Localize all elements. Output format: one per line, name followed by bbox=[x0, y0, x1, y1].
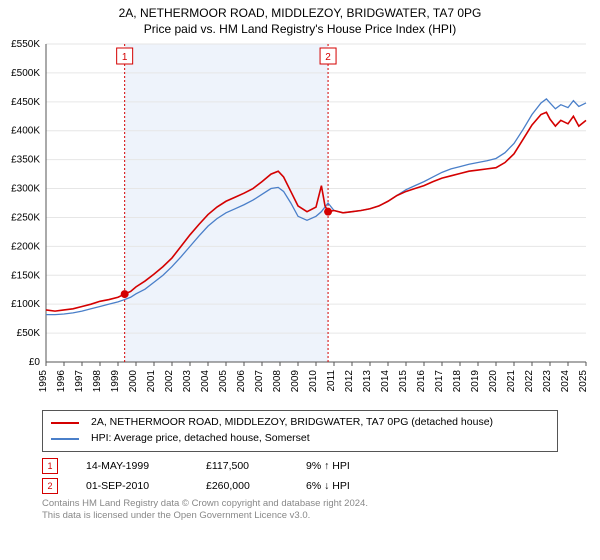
svg-text:2020: 2020 bbox=[488, 370, 499, 393]
legend-item: HPI: Average price, detached house, Some… bbox=[51, 431, 549, 447]
svg-text:£400K: £400K bbox=[11, 126, 40, 137]
marker-table: 1 14-MAY-1999 £117,500 9% ↑ HPI 2 01-SEP… bbox=[42, 458, 558, 494]
footer: Contains HM Land Registry data © Crown c… bbox=[42, 498, 558, 523]
marker-date: 14-MAY-1999 bbox=[86, 460, 206, 472]
svg-text:£500K: £500K bbox=[11, 68, 40, 79]
marker-price: £260,000 bbox=[206, 480, 306, 492]
svg-text:2014: 2014 bbox=[380, 370, 391, 393]
title-block: 2A, NETHERMOOR ROAD, MIDDLEZOY, BRIDGWAT… bbox=[0, 0, 600, 36]
svg-text:2005: 2005 bbox=[218, 370, 229, 393]
svg-text:£150K: £150K bbox=[11, 270, 40, 281]
svg-text:£200K: £200K bbox=[11, 241, 40, 252]
legend-label: HPI: Average price, detached house, Some… bbox=[91, 431, 310, 447]
svg-text:1995: 1995 bbox=[38, 370, 49, 393]
svg-text:1997: 1997 bbox=[74, 370, 85, 393]
svg-text:£100K: £100K bbox=[11, 299, 40, 310]
legend-item: 2A, NETHERMOOR ROAD, MIDDLEZOY, BRIDGWAT… bbox=[51, 415, 549, 431]
svg-text:1996: 1996 bbox=[56, 370, 67, 393]
svg-text:£350K: £350K bbox=[11, 155, 40, 166]
marker-number-box: 2 bbox=[42, 478, 58, 494]
footer-line1: Contains HM Land Registry data © Crown c… bbox=[42, 498, 558, 510]
chart-container: 2A, NETHERMOOR ROAD, MIDDLEZOY, BRIDGWAT… bbox=[0, 0, 600, 560]
svg-text:2003: 2003 bbox=[182, 370, 193, 393]
svg-text:2013: 2013 bbox=[362, 370, 373, 393]
legend-swatch bbox=[51, 438, 79, 440]
marker-row: 2 01-SEP-2010 £260,000 6% ↓ HPI bbox=[42, 478, 558, 494]
svg-text:2018: 2018 bbox=[452, 370, 463, 393]
chart-title-line2: Price paid vs. HM Land Registry's House … bbox=[0, 20, 600, 36]
svg-text:2012: 2012 bbox=[344, 370, 355, 393]
svg-text:2000: 2000 bbox=[128, 370, 139, 393]
svg-text:2004: 2004 bbox=[200, 370, 211, 393]
marker-percent: 9% ↑ HPI bbox=[306, 460, 350, 472]
svg-text:2015: 2015 bbox=[398, 370, 409, 393]
svg-text:2024: 2024 bbox=[560, 370, 571, 393]
marker-row: 1 14-MAY-1999 £117,500 9% ↑ HPI bbox=[42, 458, 558, 474]
marker-number-box: 1 bbox=[42, 458, 58, 474]
price-chart: £0 £50K £100K £150K £200K £250K £300K £350K £400… bbox=[0, 36, 600, 406]
svg-text:1999: 1999 bbox=[110, 370, 121, 393]
svg-text:£450K: £450K bbox=[11, 97, 40, 108]
svg-text:2019: 2019 bbox=[470, 370, 481, 393]
marker-number: 1 bbox=[47, 461, 52, 471]
legend-label: 2A, NETHERMOOR ROAD, MIDDLEZOY, BRIDGWAT… bbox=[91, 415, 493, 431]
svg-text:2025: 2025 bbox=[578, 370, 589, 393]
svg-text:2022: 2022 bbox=[524, 370, 535, 393]
marker-date: 01-SEP-2010 bbox=[86, 480, 206, 492]
svg-text:2009: 2009 bbox=[290, 370, 301, 393]
svg-text:£0: £0 bbox=[29, 357, 41, 368]
svg-text:£300K: £300K bbox=[11, 184, 40, 195]
svg-text:2017: 2017 bbox=[434, 370, 445, 393]
svg-text:2001: 2001 bbox=[146, 370, 157, 393]
svg-text:£50K: £50K bbox=[17, 328, 41, 339]
marker-percent: 6% ↓ HPI bbox=[306, 480, 350, 492]
footer-line2: This data is licensed under the Open Gov… bbox=[42, 510, 558, 522]
svg-text:2011: 2011 bbox=[326, 370, 337, 392]
svg-text:£250K: £250K bbox=[11, 212, 40, 223]
svg-text:2023: 2023 bbox=[542, 370, 553, 393]
svg-text:2002: 2002 bbox=[164, 370, 175, 393]
marker-price: £117,500 bbox=[206, 460, 306, 472]
svg-text:2021: 2021 bbox=[506, 370, 517, 393]
svg-text:2010: 2010 bbox=[308, 370, 319, 393]
svg-text:2016: 2016 bbox=[416, 370, 427, 393]
svg-text:1998: 1998 bbox=[92, 370, 103, 393]
svg-text:£550K: £550K bbox=[11, 39, 40, 50]
marker-number: 2 bbox=[47, 481, 52, 491]
svg-text:2006: 2006 bbox=[236, 370, 247, 393]
legend: 2A, NETHERMOOR ROAD, MIDDLEZOY, BRIDGWAT… bbox=[42, 410, 558, 452]
svg-text:2008: 2008 bbox=[272, 370, 283, 393]
chart-title-line1: 2A, NETHERMOOR ROAD, MIDDLEZOY, BRIDGWAT… bbox=[0, 6, 600, 20]
svg-text:2: 2 bbox=[325, 52, 331, 63]
svg-text:2007: 2007 bbox=[254, 370, 265, 393]
svg-text:1: 1 bbox=[122, 52, 128, 63]
legend-swatch bbox=[51, 422, 79, 424]
